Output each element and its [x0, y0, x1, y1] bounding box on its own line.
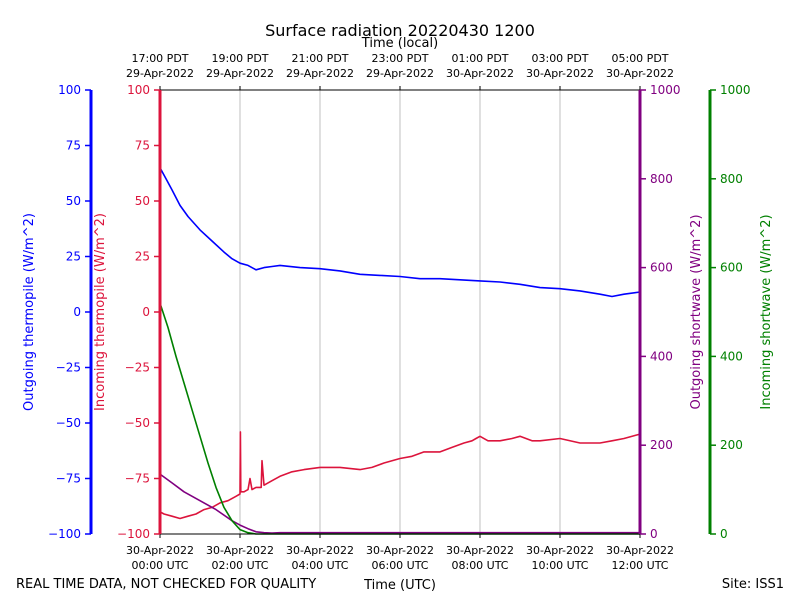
x-tick-label-date: 30-Apr-2022: [446, 544, 514, 557]
x-tick-label-time: 02:00 UTC: [211, 559, 268, 572]
y-tick-label: 600: [650, 261, 673, 275]
top-tick-label-date: 29-Apr-2022: [206, 67, 274, 80]
y-tick-label: −50: [56, 416, 81, 430]
y-tick-label: 400: [650, 349, 673, 363]
y-tick-label: −25: [56, 361, 81, 375]
quality-note: REAL TIME DATA, NOT CHECKED FOR QUALITY: [16, 577, 316, 592]
y-axis-label: Outgoing thermopile (W/m^2): [22, 213, 37, 411]
y-tick-label: 0: [73, 305, 81, 319]
series-line-outgoing-shortwave: [159, 473, 640, 534]
site-label: Site: ISS1: [722, 577, 784, 592]
top-tick-label-time: 03:00 PDT: [531, 52, 588, 65]
top-tick-label-time: 21:00 PDT: [291, 52, 348, 65]
y-tick-label: 100: [58, 83, 81, 97]
series-line-incoming-thermopile: [159, 431, 641, 520]
top-tick-label-time: 23:00 PDT: [371, 52, 428, 65]
y-axes: 100 75 50 25 0 −25 −50 −75 −100 Outgoing thermopi…: [22, 83, 774, 541]
y-axis-label: Incoming shortwave (W/m^2): [759, 214, 774, 409]
top-tick-label-time: 01:00 PDT: [451, 52, 508, 65]
x-tick-label-date: 30-Apr-2022: [126, 544, 194, 557]
top-tick-label-date: 30-Apr-2022: [446, 67, 514, 80]
y-tick-label: −75: [56, 472, 81, 486]
y-tick-label: 800: [720, 172, 743, 186]
y-tick-label: 1000: [650, 83, 681, 97]
top-tick-label-time: 17:00 PDT: [131, 52, 188, 65]
x-tick-label-date: 30-Apr-2022: [606, 544, 674, 557]
y-tick-label: 75: [66, 139, 81, 153]
y-tick-label: 200: [720, 438, 743, 452]
y-tick-label: 800: [650, 172, 673, 186]
top-tick-label-time: 05:00 PDT: [611, 52, 668, 65]
y-tick-label: 50: [135, 194, 150, 208]
y-axis-label: Incoming thermopile (W/m^2): [93, 213, 108, 411]
y-tick-label: −25: [125, 361, 150, 375]
y-tick-label: 75: [135, 139, 150, 153]
y-tick-label: −100: [117, 527, 150, 541]
chart-title: Surface radiation 20220430 1200: [265, 21, 535, 40]
x-tick-label-date: 30-Apr-2022: [366, 544, 434, 557]
top-tick-label-date: 30-Apr-2022: [526, 67, 594, 80]
series-line-outgoing-thermopile: [159, 167, 641, 298]
y-tick-label: 0: [650, 527, 658, 541]
bottom-axis-ticks: 30-Apr-2022 00:00 UTC 30-Apr-2022 02:00 UTC…: [126, 534, 674, 572]
y-tick-label: −100: [48, 527, 81, 541]
y-tick-label: 25: [135, 250, 150, 264]
y-tick-label: −75: [125, 472, 150, 486]
x-tick-label-time: 06:00 UTC: [371, 559, 428, 572]
x-tick-label-time: 10:00 UTC: [531, 559, 588, 572]
y-axis-label: Outgoing shortwave (W/m^2): [689, 214, 704, 409]
x-tick-label-time: 12:00 UTC: [611, 559, 668, 572]
top-tick-label-date: 30-Apr-2022: [606, 67, 674, 80]
x-tick-label-time: 08:00 UTC: [451, 559, 508, 572]
vertical-gridlines: [239, 90, 561, 534]
y-tick-label: 0: [142, 305, 150, 319]
y-tick-label: 1000: [720, 83, 751, 97]
top-tick-label-date: 29-Apr-2022: [126, 67, 194, 80]
x-tick-label-time: 00:00 UTC: [131, 559, 188, 572]
y-tick-label: 50: [66, 194, 81, 208]
top-tick-label-date: 29-Apr-2022: [366, 67, 434, 80]
x-tick-label-date: 30-Apr-2022: [286, 544, 354, 557]
y-tick-label: 25: [66, 250, 81, 264]
x-tick-label-date: 30-Apr-2022: [526, 544, 594, 557]
x-tick-label-time: 04:00 UTC: [291, 559, 348, 572]
top-tick-label-date: 29-Apr-2022: [286, 67, 354, 80]
top-axis-ticks: 17:00 PDT 29-Apr-2022 19:00 PDT 29-Apr-2022…: [126, 52, 674, 90]
y-tick-label: 200: [650, 438, 673, 452]
y-tick-label: 400: [720, 349, 743, 363]
y-tick-label: 600: [720, 261, 743, 275]
y-tick-label: −50: [125, 416, 150, 430]
x-axis-label: Time (UTC): [363, 578, 436, 593]
x-tick-label-date: 30-Apr-2022: [206, 544, 274, 557]
y-tick-label: 100: [127, 83, 150, 97]
y-tick-label: 0: [720, 527, 728, 541]
top-axis-label: Time (local): [361, 36, 438, 51]
top-tick-label-time: 19:00 PDT: [211, 52, 268, 65]
